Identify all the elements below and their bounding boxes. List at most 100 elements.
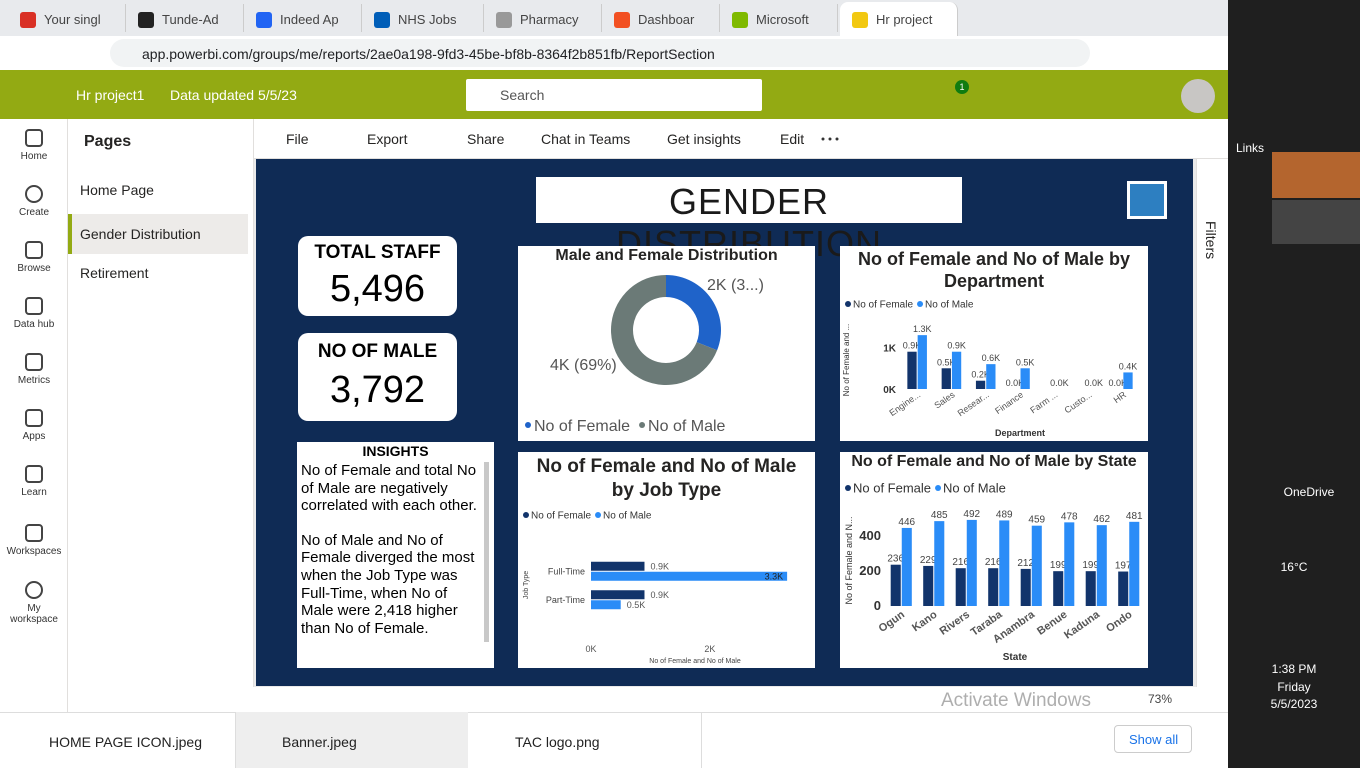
address-bar[interactable]: app.powerbi.com/groups/me/reports/2ae0a1… — [110, 39, 1090, 67]
tab-title: Tunde-Ad — [162, 12, 219, 27]
x-tick-label: Kaduna — [1062, 608, 1103, 641]
nav-item[interactable]: My workspace — [0, 581, 68, 625]
weather[interactable]: 16°C — [1280, 560, 1308, 574]
chart-title: No of Female and No of Male by Departmen… — [857, 249, 1131, 291]
toolbar-button[interactable]: File — [286, 131, 309, 147]
nav-label: My workspace — [10, 603, 58, 625]
tab[interactable]: Dashboar — [602, 4, 720, 32]
nav-item[interactable]: Data hub — [0, 297, 68, 330]
download-item[interactable]: HOME PAGE ICON.jpeg — [0, 712, 236, 768]
y-tick-label: Full-Time — [548, 566, 585, 576]
y-tick-label: 200 — [859, 563, 881, 578]
nav-item[interactable]: Workspaces — [0, 524, 68, 557]
tab-active[interactable]: Hr project — [840, 2, 958, 36]
bar — [890, 564, 901, 606]
clock-time[interactable]: 1:38 PM — [1271, 662, 1317, 676]
toolbar-button[interactable]: Chat in Teams — [541, 131, 631, 147]
y-axis-label: No of Female and ... — [842, 324, 851, 396]
onedrive-label[interactable]: OneDrive — [1283, 485, 1335, 499]
tab[interactable]: Microsoft — [720, 4, 838, 32]
search-box[interactable]: Search — [466, 79, 762, 111]
bar — [955, 568, 966, 606]
toolbar-button[interactable]: Export — [367, 131, 408, 147]
legend-label: No of Female — [853, 481, 931, 496]
page-link-label: Gender Distribution — [80, 226, 201, 242]
x-tick-label: 2K — [704, 644, 715, 654]
data-label: 199 — [1082, 560, 1099, 571]
page-link[interactable]: Retirement — [80, 265, 149, 281]
data-label: 0.0K — [1006, 378, 1025, 388]
legend-marker — [595, 512, 602, 518]
data-label: 0.5K — [627, 600, 646, 610]
toolbar: app.powerbi.com/groups/me/reports/2ae0a1… — [0, 36, 1228, 70]
tab[interactable]: Pharmacy — [484, 4, 602, 32]
data-label: 0.5K — [937, 357, 956, 367]
scrollbar[interactable] — [484, 462, 489, 642]
tab[interactable]: Indeed Ap — [244, 4, 362, 32]
tab-title: Your singl — [44, 12, 101, 27]
taskbar-app[interactable] — [1272, 200, 1360, 244]
legend-label: No of Female — [853, 300, 913, 311]
tab-strip: Your singl Tunde-Ad Indeed Ap NHS Jobs P… — [0, 0, 1228, 36]
links-label[interactable]: Links — [1235, 141, 1264, 155]
bar — [999, 520, 1010, 606]
legend-marker — [525, 422, 531, 428]
nav-item[interactable]: Home — [0, 129, 68, 162]
x-tick-label: Sales — [932, 389, 957, 410]
nav-item[interactable]: Apps — [0, 409, 68, 442]
nav-item[interactable]: Learn — [0, 465, 68, 498]
data-label: 462 — [1093, 514, 1110, 525]
nav-item[interactable]: Create — [0, 185, 68, 218]
data-label: 4K (69%) — [550, 357, 617, 374]
bar — [975, 380, 986, 389]
x-axis-label: State — [1003, 652, 1028, 663]
data-updated[interactable]: Data updated 5/5/23 — [170, 87, 297, 103]
file-name: HOME PAGE ICON.jpeg — [49, 734, 203, 750]
bar — [1064, 522, 1075, 606]
show-all-button[interactable]: Show all — [1114, 725, 1192, 753]
report-title: GENDER DISTRIBUTION — [536, 177, 962, 264]
nav-item[interactable]: Metrics — [0, 353, 68, 386]
data-label: 0.0K — [1050, 378, 1069, 388]
tab-title: Dashboar — [638, 12, 695, 27]
page-link[interactable]: Home Page — [80, 182, 154, 198]
legend-label: No of Male — [925, 300, 974, 311]
data-label: 212 — [1017, 558, 1034, 569]
more-icon[interactable] — [820, 134, 840, 144]
tab-title: Microsoft — [756, 12, 809, 27]
page-link-active[interactable]: Gender Distribution — [68, 214, 248, 254]
home-button[interactable] — [1127, 181, 1167, 219]
clock-day: Friday — [1277, 680, 1311, 694]
chart-card: No of Female and No of Male by Departmen… — [840, 246, 1148, 441]
legend-label: No of Male — [943, 481, 1006, 496]
tab[interactable]: Tunde-Ad — [126, 4, 244, 32]
zoom-level[interactable]: 73% — [1148, 692, 1173, 706]
x-tick-label: Kano — [910, 608, 940, 634]
data-label: 481 — [1126, 511, 1143, 522]
x-tick-label: Rivers — [938, 609, 972, 638]
data-label: 216 — [985, 557, 1002, 568]
download-item[interactable]: Banner.jpeg — [236, 712, 468, 768]
file-name: TAC logo.png — [515, 734, 600, 750]
toolbar-button[interactable]: Get insights — [667, 131, 741, 147]
data-label: 459 — [1028, 515, 1045, 526]
tab-title: Indeed Ap — [280, 12, 339, 27]
tab[interactable]: Your singl — [8, 4, 126, 32]
tab[interactable]: NHS Jobs — [362, 4, 484, 32]
toolbar-button[interactable]: Share — [467, 131, 505, 147]
notification-badge: 1 — [955, 80, 969, 94]
taskbar-app[interactable] — [1272, 152, 1360, 198]
bar — [1020, 568, 1031, 606]
workspace-name[interactable]: Hr project1 — [76, 87, 145, 103]
download-item[interactable]: TAC logo.png — [468, 712, 702, 768]
filters-pane[interactable]: Filters — [1196, 159, 1228, 687]
x-tick-label: Finance — [993, 389, 1025, 416]
card-value: 3,792 — [329, 369, 426, 411]
legend-marker — [917, 301, 924, 307]
nav-item[interactable]: Browse — [0, 241, 68, 274]
bar — [1053, 571, 1064, 606]
data-label: 0.9K — [650, 590, 669, 600]
toolbar-button[interactable]: Edit — [780, 131, 805, 147]
avatar[interactable] — [1181, 79, 1215, 113]
